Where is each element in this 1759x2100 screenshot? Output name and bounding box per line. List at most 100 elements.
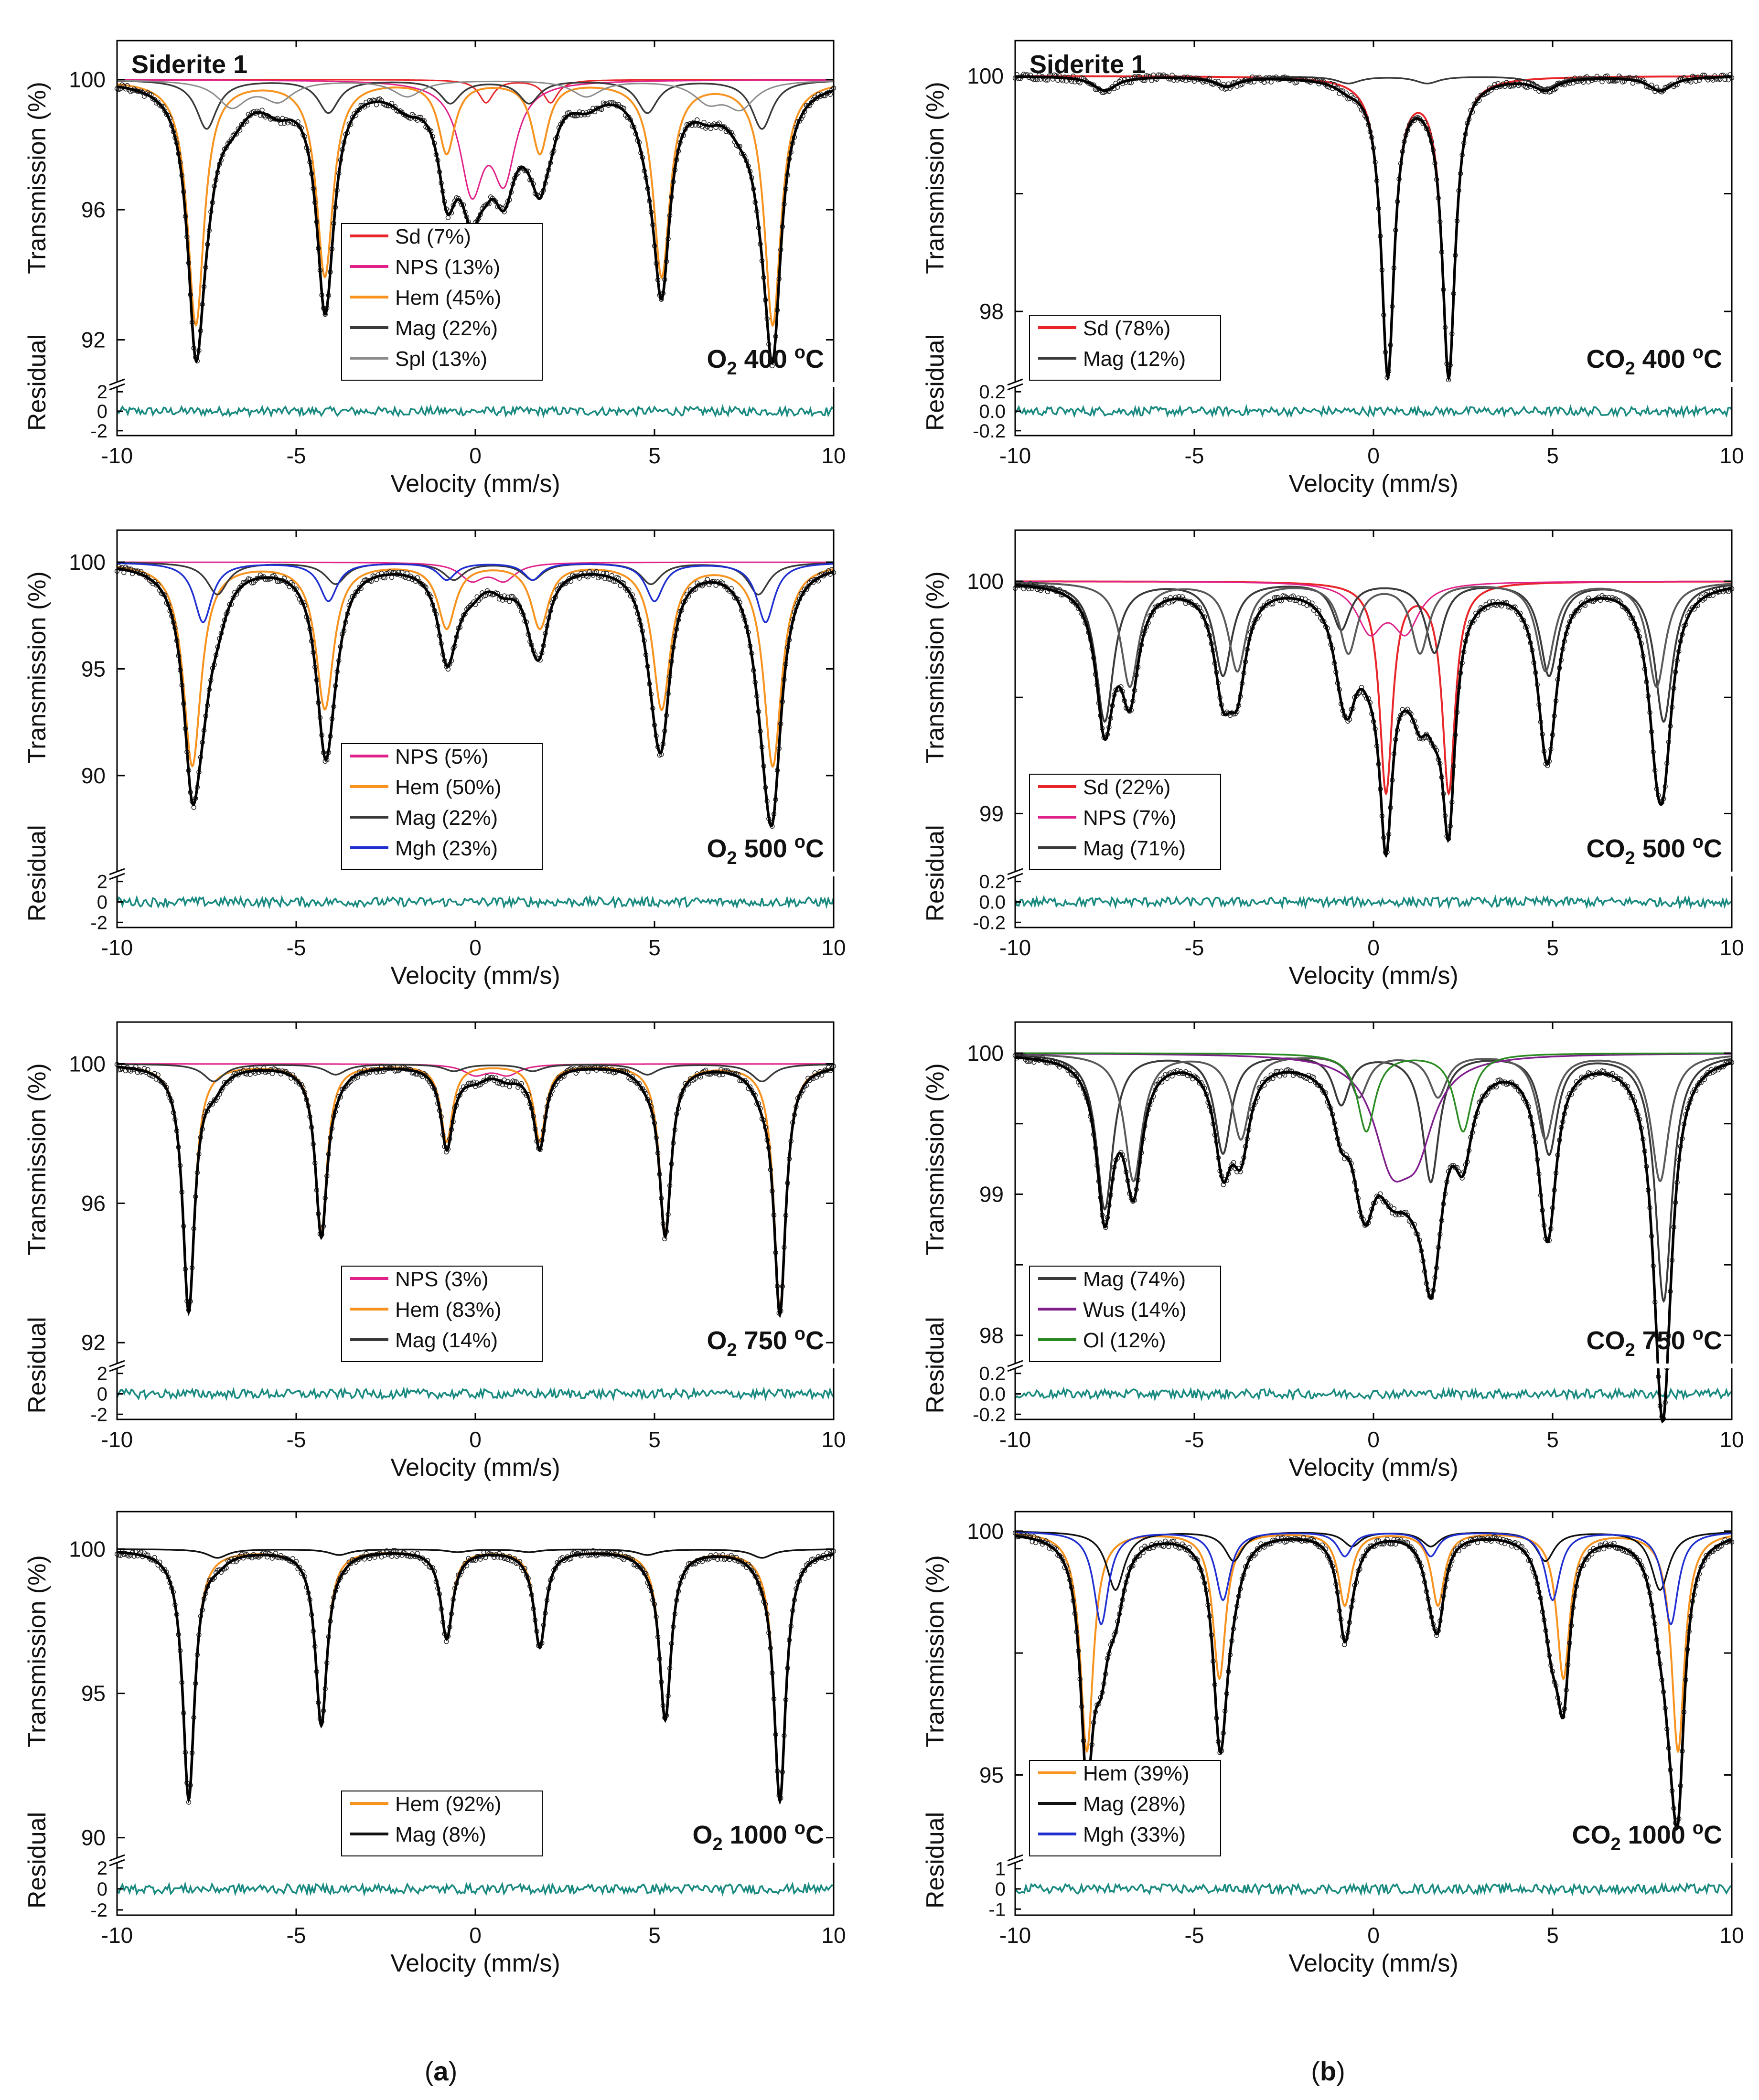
x-tick-label: 10 [821, 1427, 846, 1452]
y-tick-label: 98 [979, 1323, 1004, 1348]
residual-tick-label: 0.0 [979, 1384, 1006, 1405]
legend-box [341, 1791, 543, 1856]
legend: Sd (78%) Mag (12%) [1029, 315, 1221, 381]
residual-tick-label: -1 [988, 1899, 1006, 1920]
component-fit-4 [117, 80, 834, 112]
residual-axis-label: Residual [23, 334, 51, 431]
x-tick-label: 0 [469, 935, 482, 960]
axis-break-gap [1014, 872, 1733, 876]
residual-axis-label: Residual [922, 1812, 949, 1908]
x-tick-label: 0 [1367, 1427, 1380, 1452]
residual-tick-label: 1 [995, 1859, 1006, 1880]
legend-entry: NPS (13%) [395, 256, 500, 279]
legend: Hem (39%) Mag (28%) Mgh (33%) [1029, 1760, 1221, 1856]
axis-break-mark [1007, 868, 1023, 880]
residual-trace [1014, 404, 1733, 419]
sample-title: Siderite 1 [1030, 50, 1146, 79]
x-tick-label: 10 [821, 443, 846, 468]
residual-trace [116, 894, 835, 910]
residual-axis-label: Residual [23, 825, 51, 921]
legend-entry: Sd (22%) [1083, 776, 1170, 799]
condition-label: O2 1000 oC [692, 1818, 824, 1855]
y-tick-label: 99 [979, 801, 1004, 826]
x-tick-label: 5 [1546, 1923, 1559, 1948]
x-axis-label: Velocity (mm/s) [390, 1454, 560, 1482]
legend-entry: Hem (39%) [1083, 1762, 1190, 1785]
panel-label-b-letter: b [1320, 2056, 1336, 2086]
data-point [556, 1560, 562, 1566]
component-fit-1 [1015, 1053, 1732, 1183]
residual-axis-label: Residual [23, 1317, 51, 1413]
x-tick-label: -10 [101, 1923, 133, 1948]
spectrum-panel-CO2-400: -10 -5 0 5 10 Velocity (mm/s) 98 100 0.20.0-0.2 T… [922, 40, 1744, 498]
axis-break-gap [116, 382, 835, 387]
x-tick-label: 10 [1719, 1923, 1744, 1948]
axis-break-mark [109, 1854, 125, 1866]
y-tick-label: 100 [69, 550, 106, 575]
residual-trace [1014, 894, 1733, 910]
legend-entry: Mag (22%) [395, 317, 498, 340]
axis-break-gap [1014, 1858, 1733, 1863]
panel-label-a: (a) [425, 2056, 457, 2086]
condition-label: CO2 1000 oC [1572, 1818, 1723, 1855]
x-tick-label: -10 [999, 1427, 1031, 1452]
residual-tick-label: 0 [995, 1879, 1006, 1900]
data-point [1477, 609, 1482, 614]
residual-tick-label: 0.0 [979, 401, 1006, 422]
panel-label-a-letter: a [433, 2056, 449, 2086]
legend: Mag (74%) Wus (14%) Ol (12%) [1029, 1266, 1221, 1362]
y-axis-label: Transmission (%) [922, 82, 949, 274]
y-tick-label: 99 [979, 1182, 1004, 1206]
legend-box [341, 1266, 543, 1362]
legend-entry: Spl (13%) [395, 347, 487, 371]
legend-entry: Mgh (23%) [395, 837, 498, 860]
x-tick-label: -5 [287, 1923, 306, 1948]
legend-entry: Hem (92%) [395, 1792, 502, 1816]
y-axis-label: Transmission (%) [922, 1555, 949, 1748]
x-tick-label: -5 [1185, 443, 1204, 468]
data-point [805, 584, 811, 589]
x-axis-label: Velocity (mm/s) [390, 470, 560, 498]
legend-entry: Hem (83%) [395, 1298, 502, 1322]
legend-entry: Mgh (33%) [1083, 1823, 1186, 1846]
axis-break-mark [109, 378, 125, 391]
x-tick-label: -10 [101, 1427, 133, 1452]
residual-tick-label: 2 [97, 382, 107, 403]
x-tick-label: 5 [648, 1923, 661, 1948]
y-axis-label: Transmission (%) [922, 571, 949, 764]
y-axis-label: Transmission (%) [23, 1555, 51, 1748]
x-tick-label: -10 [999, 1923, 1031, 1948]
axis-break-mark [1007, 378, 1023, 391]
x-axis-label: Velocity (mm/s) [390, 962, 560, 990]
residual-tick-label: 0 [97, 1384, 107, 1405]
y-tick-label: 95 [81, 1681, 106, 1706]
residual-tick-label: 0 [97, 892, 107, 913]
legend-box [341, 223, 543, 381]
component-fit-0 [117, 1063, 834, 1077]
legend-box [1029, 315, 1221, 381]
residual-tick-label: -2 [90, 912, 107, 933]
component-fit-2 [1015, 1531, 1732, 1626]
x-tick-label: 5 [648, 935, 661, 960]
x-tick-label: 10 [1719, 1427, 1744, 1452]
total-fit [1015, 1056, 1732, 1424]
component-fit-2 [1015, 1053, 1732, 1183]
axis-break-gap [1014, 1364, 1733, 1368]
legend-entry: Sd (7%) [395, 225, 471, 248]
legend: Hem (92%) Mag (8%) [341, 1791, 543, 1856]
legend: NPS (3%) Hem (83%) Mag (14%) [341, 1266, 543, 1362]
spectrum-panel-CO2-750: -10 -5 0 5 10 Velocity (mm/s) 98 99 100 0.20.0-0.… [922, 1021, 1744, 1482]
x-tick-label: -5 [287, 443, 306, 468]
y-tick-label: 100 [69, 1537, 106, 1562]
residual-trace [1014, 1881, 1733, 1897]
residual-tick-label: 2 [97, 1858, 107, 1879]
legend-entry: Mag (14%) [395, 1329, 498, 1352]
x-axis-label: Velocity (mm/s) [390, 1950, 560, 1977]
y-tick-label: 92 [81, 1330, 106, 1355]
x-tick-label: 10 [1719, 935, 1744, 960]
